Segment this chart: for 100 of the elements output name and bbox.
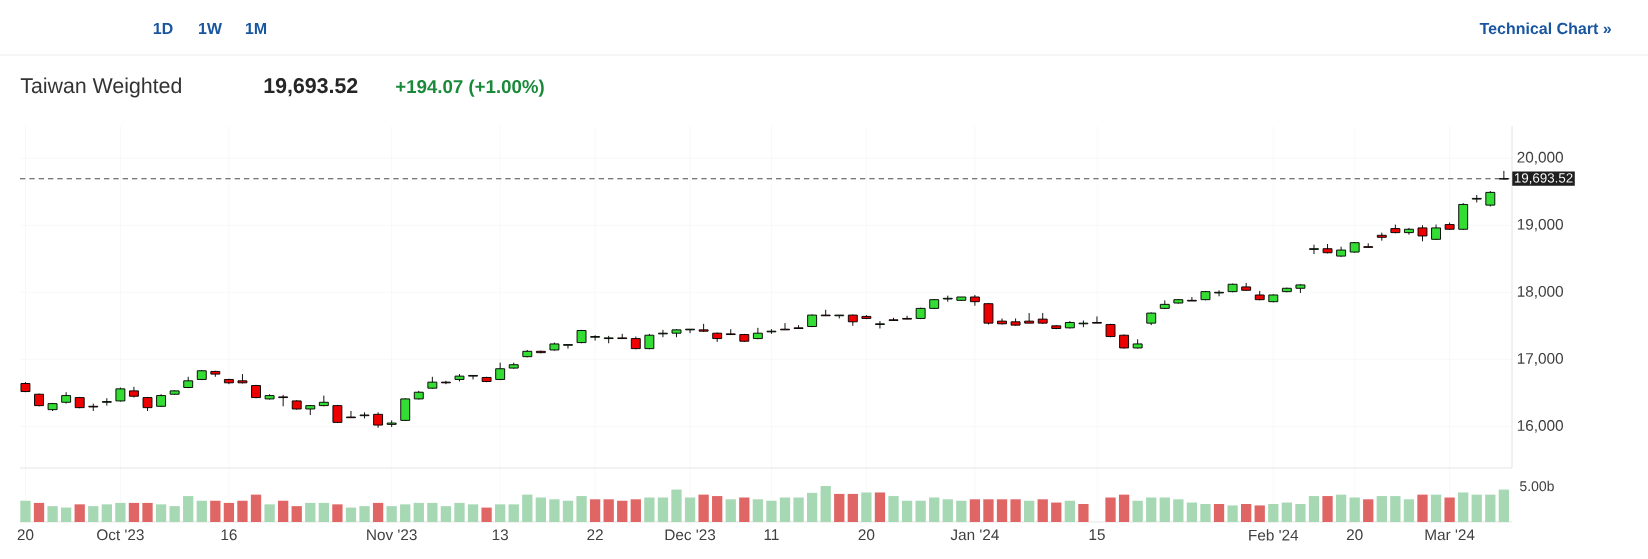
text: 19,693.52 <box>264 78 358 97</box>
bar <box>1173 499 1184 522</box>
bar <box>413 502 424 522</box>
candlestick <box>590 334 601 342</box>
bar <box>1118 494 1130 522</box>
bar <box>237 500 248 522</box>
bar <box>440 506 452 522</box>
text: +194.07 (+1.00%) <box>396 79 544 97</box>
bar <box>888 496 899 522</box>
x-tick-label: Mar '24 <box>1425 529 1475 541</box>
bar <box>332 504 343 522</box>
bar <box>359 506 370 522</box>
bar <box>169 506 180 522</box>
bar <box>1349 497 1360 522</box>
bar <box>454 502 465 522</box>
bar <box>874 492 886 522</box>
bar <box>915 500 926 522</box>
bar <box>1308 496 1320 522</box>
bar <box>603 499 614 522</box>
bar <box>101 504 112 522</box>
bar <box>983 499 994 522</box>
bar <box>698 494 709 522</box>
candlestick <box>278 394 289 407</box>
bar <box>901 500 913 522</box>
bar <box>1146 497 1157 522</box>
bar <box>1254 505 1265 522</box>
bar <box>956 500 967 522</box>
bar <box>1498 489 1510 522</box>
candlestick <box>346 410 356 419</box>
bar <box>196 500 207 522</box>
bar <box>1010 499 1021 522</box>
bar <box>779 497 791 522</box>
bar <box>1363 499 1374 522</box>
bar <box>223 502 235 522</box>
candlestick <box>902 315 913 320</box>
bar <box>305 502 316 522</box>
x-tick-label: 20 <box>858 529 875 541</box>
bar <box>766 500 777 522</box>
y-tick-label: 19,000 <box>1517 218 1564 232</box>
text: 1D <box>153 22 173 34</box>
bar <box>522 494 533 522</box>
x-tick-label: 13 <box>492 529 509 541</box>
y-tick-label: 17,000 <box>1517 353 1564 366</box>
x-tick-label: 20 <box>17 529 34 541</box>
bar <box>1471 494 1482 522</box>
bar <box>712 496 723 522</box>
bar <box>155 504 167 522</box>
bar <box>969 499 981 522</box>
bar <box>481 507 492 522</box>
y-tick-label: 20,000 <box>1517 151 1564 165</box>
bar <box>1051 502 1062 522</box>
candlestick <box>1186 296 1197 302</box>
bar <box>657 497 669 522</box>
x-tick-label: 16 <box>221 529 237 541</box>
bar <box>1023 500 1035 522</box>
bar <box>1403 499 1415 522</box>
candlestick <box>752 327 763 340</box>
x-tick-label: Nov '23 <box>367 529 417 541</box>
x-tick-label: 20 <box>1346 529 1363 541</box>
bar <box>630 499 641 522</box>
bar <box>508 504 519 522</box>
bar <box>291 506 302 522</box>
candlestick <box>1214 289 1224 297</box>
x-tick-label: 11 <box>764 529 779 540</box>
bar <box>47 506 58 522</box>
bar <box>1458 492 1469 522</box>
bar <box>1295 503 1306 522</box>
bar <box>576 496 587 522</box>
bar <box>820 485 831 522</box>
x-tick-label: 22 <box>587 529 603 541</box>
bar <box>1268 503 1279 522</box>
bar <box>996 499 1008 522</box>
bar <box>644 497 655 522</box>
candlestick <box>875 320 885 329</box>
bar <box>1200 503 1211 522</box>
bar <box>942 499 953 522</box>
candlestick <box>657 329 668 338</box>
bar <box>210 500 221 522</box>
text: Technical Chart » <box>1479 22 1612 35</box>
bar <box>847 493 858 522</box>
x-tick-label: 15 <box>1089 529 1105 541</box>
candlestick <box>1309 244 1319 255</box>
candlestick <box>1024 312 1035 324</box>
bar <box>33 502 45 522</box>
bar <box>1105 497 1116 522</box>
candlestick <box>1498 170 1509 181</box>
bar <box>861 492 872 522</box>
bar <box>1335 494 1347 522</box>
bar <box>277 500 289 522</box>
bar <box>372 502 384 522</box>
bar <box>806 492 818 522</box>
bar <box>142 502 153 522</box>
x-tick-label: Feb '24 <box>1249 529 1299 541</box>
bar <box>739 497 750 522</box>
bar <box>1132 500 1143 522</box>
bar <box>115 502 126 522</box>
candlestick <box>563 344 573 350</box>
bar <box>495 504 506 522</box>
bar <box>1417 494 1428 522</box>
candlestick <box>1403 227 1414 236</box>
